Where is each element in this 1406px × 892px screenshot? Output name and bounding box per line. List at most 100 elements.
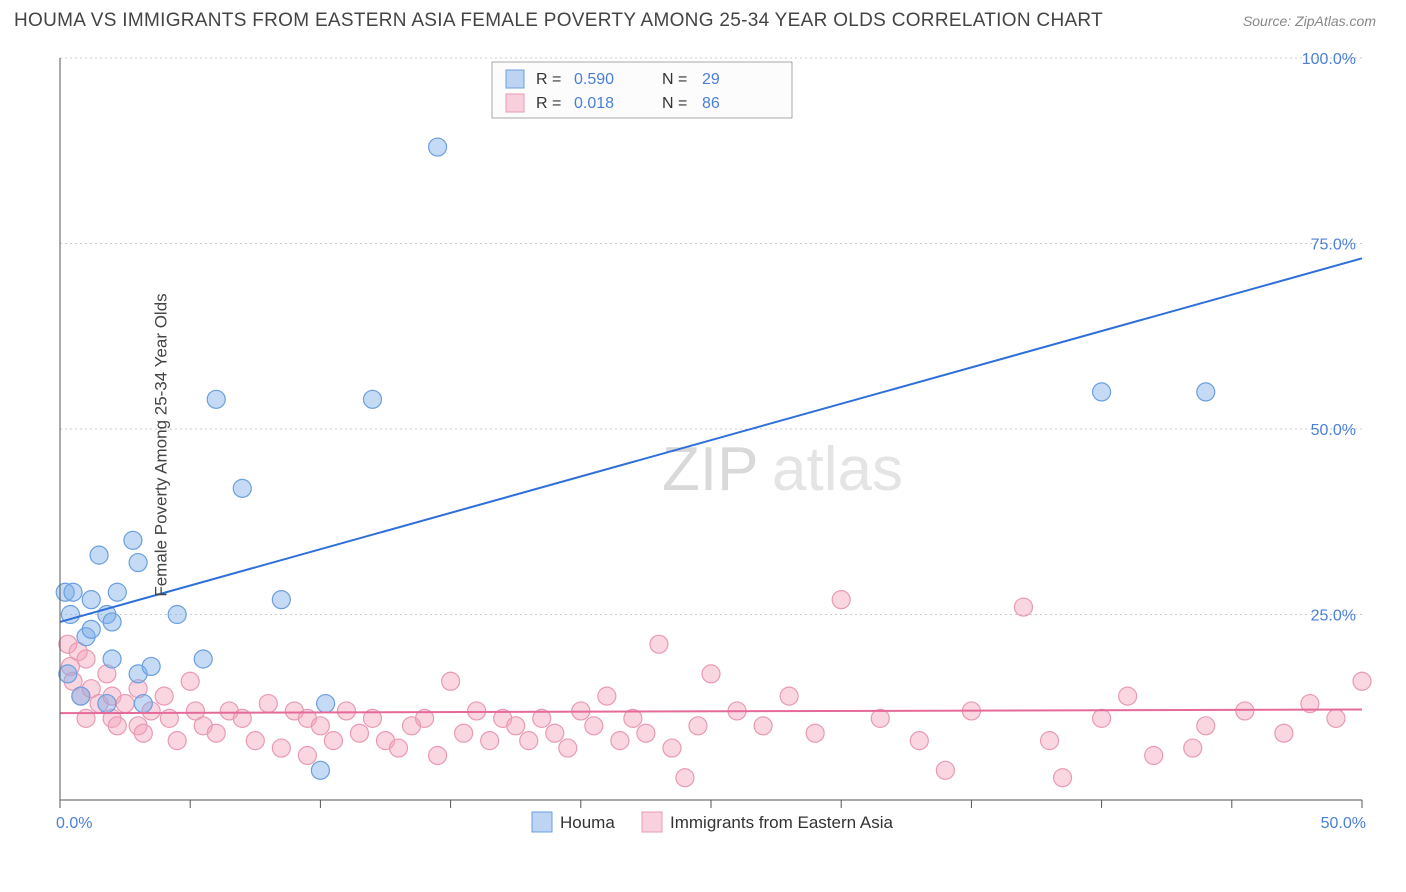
data-point [363, 390, 381, 408]
data-point [1041, 732, 1059, 750]
data-point [246, 732, 264, 750]
svg-text:25.0%: 25.0% [1311, 608, 1356, 625]
data-point [832, 591, 850, 609]
data-point [207, 724, 225, 742]
data-point [311, 761, 329, 779]
legend-label-houma: Houma [560, 813, 615, 832]
data-point [429, 746, 447, 764]
svg-text:75.0%: 75.0% [1311, 237, 1356, 254]
data-point [72, 687, 90, 705]
data-point [455, 724, 473, 742]
data-point [442, 672, 460, 690]
data-point [1145, 746, 1163, 764]
data-point [207, 390, 225, 408]
data-point [806, 724, 824, 742]
data-point [311, 717, 329, 735]
svg-text:ZIP: ZIP [662, 435, 758, 504]
chart-title: HOUMA VS IMMIGRANTS FROM EASTERN ASIA FE… [14, 10, 1103, 32]
data-point [64, 583, 82, 601]
svg-text:R =: R = [536, 95, 561, 112]
data-point [168, 606, 186, 624]
regression-line [60, 709, 1362, 713]
data-point [90, 546, 108, 564]
data-point [317, 695, 335, 713]
data-point [168, 732, 186, 750]
plot-area: Female Poverty Among 25-34 Year Olds ZIP… [52, 50, 1382, 840]
data-point [134, 724, 152, 742]
data-point [546, 724, 564, 742]
data-point [108, 583, 126, 601]
data-point [1353, 672, 1371, 690]
data-point [124, 531, 142, 549]
data-point [689, 717, 707, 735]
svg-text:29: 29 [702, 71, 720, 88]
y-axis-label: Female Poverty Among 25-34 Year Olds [152, 293, 172, 596]
data-point [259, 695, 277, 713]
data-point [337, 702, 355, 720]
data-point [754, 717, 772, 735]
svg-text:0.018: 0.018 [574, 95, 614, 112]
data-point [324, 732, 342, 750]
data-point [103, 613, 121, 631]
data-point [82, 620, 100, 638]
svg-text:N =: N = [662, 95, 687, 112]
data-point [650, 635, 668, 653]
data-point [1197, 383, 1215, 401]
data-point [116, 695, 134, 713]
data-point [103, 650, 121, 668]
data-point [1275, 724, 1293, 742]
svg-text:50.0%: 50.0% [1311, 422, 1356, 439]
svg-text:100.0%: 100.0% [1302, 51, 1356, 68]
data-point [272, 591, 290, 609]
data-point [1054, 769, 1072, 787]
regression-line [60, 258, 1362, 622]
data-point [637, 724, 655, 742]
data-point [390, 739, 408, 757]
data-point [507, 717, 525, 735]
scatter-chart: ZIPatlas0.0%50.0%25.0%50.0%75.0%100.0%R … [52, 50, 1382, 840]
data-point [702, 665, 720, 683]
data-point [272, 739, 290, 757]
data-point [936, 761, 954, 779]
data-point [1184, 739, 1202, 757]
svg-text:R =: R = [536, 71, 561, 88]
data-point [233, 479, 251, 497]
data-point [520, 732, 538, 750]
data-point [1014, 598, 1032, 616]
data-point [871, 709, 889, 727]
legend-swatch-houma [532, 812, 552, 832]
legend-swatch-immigrants [642, 812, 662, 832]
data-point [611, 732, 629, 750]
data-point [77, 650, 95, 668]
legend-label-immigrants: Immigrants from Eastern Asia [670, 813, 894, 832]
data-point [468, 702, 486, 720]
data-point [1236, 702, 1254, 720]
data-point [82, 591, 100, 609]
data-point [910, 732, 928, 750]
data-point [780, 687, 798, 705]
svg-text:0.0%: 0.0% [56, 815, 92, 832]
data-point [1119, 687, 1137, 705]
data-point [194, 650, 212, 668]
svg-text:atlas: atlas [772, 435, 903, 504]
data-point [1093, 709, 1111, 727]
data-point [429, 138, 447, 156]
data-point [1197, 717, 1215, 735]
data-point [98, 695, 116, 713]
data-point [663, 739, 681, 757]
data-point [108, 717, 126, 735]
data-point [559, 739, 577, 757]
data-point [598, 687, 616, 705]
source-attribution: Source: ZipAtlas.com [1243, 13, 1376, 29]
data-point [585, 717, 603, 735]
svg-text:N =: N = [662, 71, 687, 88]
data-point [350, 724, 368, 742]
svg-text:86: 86 [702, 95, 720, 112]
data-point [155, 687, 173, 705]
svg-text:0.590: 0.590 [574, 71, 614, 88]
data-point [129, 554, 147, 572]
data-point [1327, 709, 1345, 727]
chart-header: HOUMA VS IMMIGRANTS FROM EASTERN ASIA FE… [0, 0, 1406, 32]
data-point [77, 709, 95, 727]
data-point [298, 746, 316, 764]
